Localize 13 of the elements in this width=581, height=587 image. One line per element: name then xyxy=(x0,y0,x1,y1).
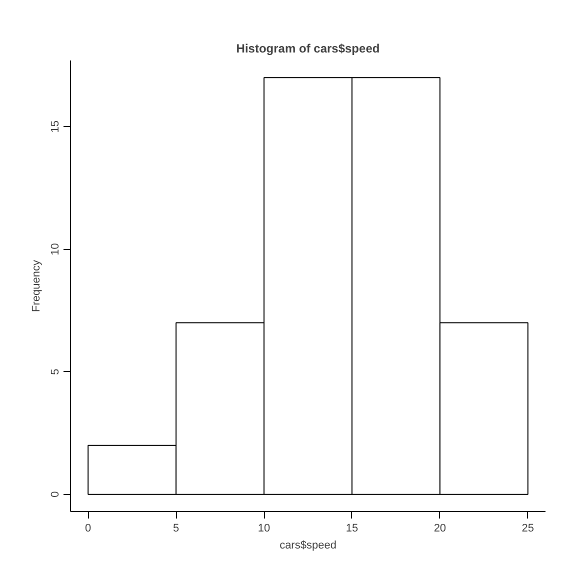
y-tick-label: 10 xyxy=(50,243,62,256)
x-axis-title: cars$speed xyxy=(280,540,336,552)
x-tick-label: 10 xyxy=(258,522,270,534)
x-tick-label: 15 xyxy=(346,522,358,534)
y-axis-title: Frequency xyxy=(30,260,42,312)
y-tick-label: 0 xyxy=(50,491,62,498)
x-tick-label: 25 xyxy=(522,522,534,534)
x-tick-label: 20 xyxy=(434,522,446,534)
x-tick-label: 5 xyxy=(172,522,180,534)
y-tick-label: 15 xyxy=(50,120,62,133)
x-tick-label: 0 xyxy=(85,522,92,534)
chart-title: Histogram of cars$speed xyxy=(236,42,380,56)
y-tick-label: 5 xyxy=(50,368,62,375)
